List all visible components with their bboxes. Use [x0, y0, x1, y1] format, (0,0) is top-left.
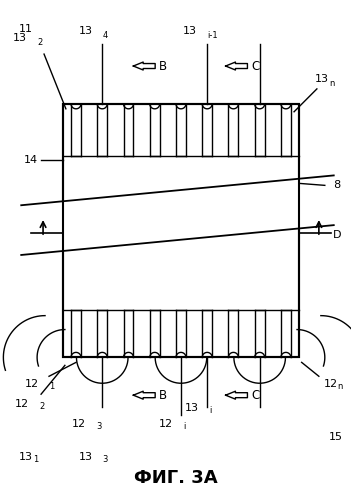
Text: 28: 28 [327, 180, 341, 190]
Bar [228, 310, 238, 357]
Text: 13: 13 [78, 26, 92, 36]
Polygon shape [176, 104, 186, 109]
Text: i: i [209, 406, 212, 415]
Text: 13: 13 [315, 74, 329, 84]
Polygon shape [133, 391, 155, 399]
Polygon shape [255, 104, 265, 109]
Text: B: B [159, 389, 167, 402]
Polygon shape [133, 62, 155, 70]
Text: 1: 1 [33, 455, 38, 464]
Text: C: C [251, 59, 260, 72]
Text: B: B [159, 59, 167, 72]
Polygon shape [255, 352, 265, 357]
Text: D: D [333, 230, 341, 240]
Text: 13: 13 [183, 26, 197, 36]
Text: 12: 12 [25, 379, 39, 389]
Text: 12: 12 [72, 419, 86, 429]
Text: i-1: i-1 [207, 31, 218, 40]
Text: 4: 4 [102, 31, 107, 40]
Text: 13: 13 [78, 452, 92, 462]
Text: 2: 2 [39, 402, 44, 411]
Bar [63, 104, 299, 357]
Polygon shape [124, 104, 133, 109]
Polygon shape [71, 104, 81, 109]
Text: n: n [338, 382, 343, 391]
Polygon shape [281, 104, 291, 109]
Bar [202, 104, 212, 156]
Bar [97, 310, 107, 357]
Polygon shape [71, 352, 81, 357]
Polygon shape [97, 104, 107, 109]
Text: 1: 1 [49, 382, 54, 391]
Polygon shape [150, 104, 160, 109]
Bar [228, 104, 238, 156]
Text: 12: 12 [15, 399, 29, 409]
Bar [71, 104, 81, 156]
Bar [63, 104, 299, 357]
Polygon shape [21, 176, 334, 255]
Polygon shape [202, 352, 212, 357]
Polygon shape [228, 104, 238, 109]
Text: ФИГ. 3А: ФИГ. 3А [134, 469, 218, 487]
Text: n: n [329, 79, 334, 88]
Text: 2: 2 [37, 38, 42, 47]
Bar [176, 104, 186, 156]
Bar [281, 104, 291, 156]
Polygon shape [226, 62, 247, 70]
Polygon shape [124, 352, 133, 357]
Bar [63, 104, 299, 357]
Bar [281, 310, 291, 357]
Bar [150, 310, 160, 357]
Polygon shape [228, 352, 238, 357]
Polygon shape [202, 104, 212, 109]
Polygon shape [176, 352, 186, 357]
Text: 3: 3 [102, 455, 108, 464]
Bar [255, 310, 265, 357]
Text: 12: 12 [159, 419, 173, 429]
Bar [97, 104, 107, 156]
Polygon shape [150, 352, 160, 357]
Text: 15: 15 [329, 432, 343, 442]
Text: 3: 3 [96, 422, 102, 431]
Polygon shape [281, 352, 291, 357]
Bar [176, 310, 186, 357]
Text: 11: 11 [19, 24, 33, 34]
Text: 13: 13 [185, 403, 199, 413]
Text: 14: 14 [24, 156, 38, 166]
Bar [124, 104, 133, 156]
Text: i: i [183, 422, 185, 431]
Text: 12: 12 [324, 379, 338, 389]
Polygon shape [97, 352, 107, 357]
Bar [255, 104, 265, 156]
Text: C: C [251, 389, 260, 402]
Text: 13: 13 [13, 33, 27, 43]
Polygon shape [226, 391, 247, 399]
Bar [124, 310, 133, 357]
Text: 13: 13 [19, 452, 33, 462]
Bar [150, 104, 160, 156]
Bar [71, 310, 81, 357]
Bar [202, 310, 212, 357]
Text: D: D [21, 230, 29, 240]
